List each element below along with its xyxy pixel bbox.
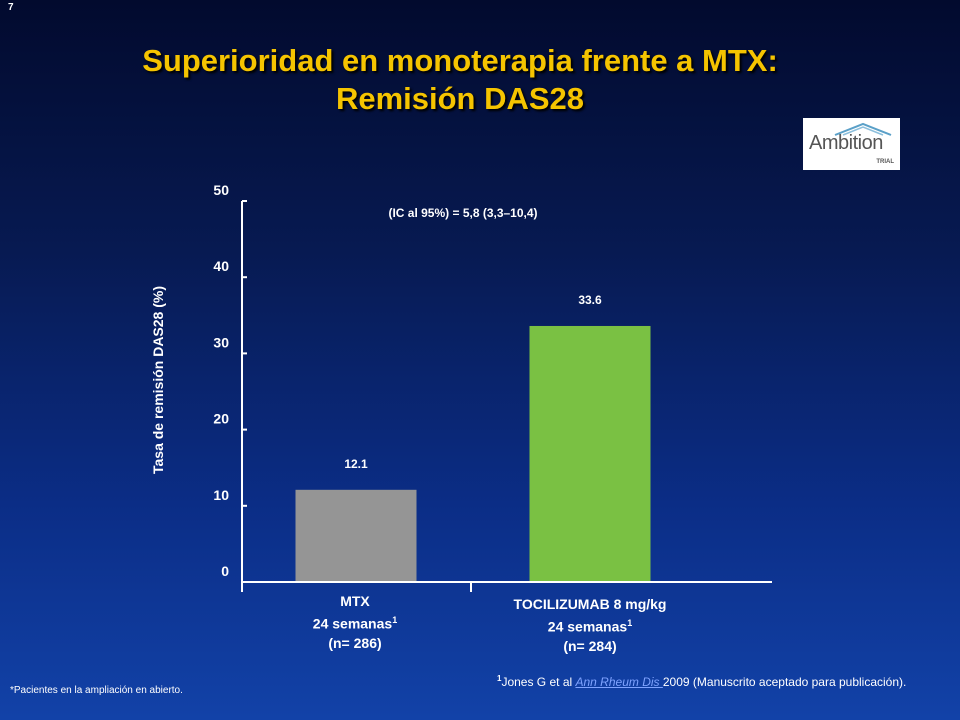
confidence-interval-annotation: (IC al 95%) = 5,8 (3,3–10,4): [388, 206, 537, 220]
category-label-mtx: MTX 24 semanas1 (n= 286): [255, 592, 455, 653]
bar-value-label-1: 33.6: [578, 293, 602, 307]
reference-sup: 1: [497, 674, 502, 683]
y-tick-label-30: 30: [213, 334, 229, 350]
ambition-trial-logo: Ambition TRIAL: [803, 118, 900, 170]
title-line-1: Superioridad en monoterapia frente a MTX…: [142, 43, 778, 78]
reference-suffix: 2009 (Manuscrito aceptado para publicaci…: [662, 675, 907, 689]
bar-value-label-0: 12.1: [344, 457, 368, 471]
bar-0: [295, 489, 417, 582]
slide-number: 7: [8, 2, 14, 13]
category-toc-line1: TOCILIZUMAB 8 mg/kg: [513, 596, 667, 612]
y-tick-label-10: 10: [213, 487, 229, 503]
category-mtx-line1: MTX: [340, 593, 370, 609]
reference-journal-link[interactable]: Ann Rheum Dis: [575, 675, 663, 689]
category-mtx-line3: (n= 286): [328, 634, 382, 651]
y-tick-label-0: 0: [221, 563, 229, 579]
y-tick-label-40: 40: [213, 258, 229, 274]
category-mtx-sup: 1: [392, 615, 398, 625]
y-tick-label-20: 20: [213, 411, 229, 427]
logo-sub: TRIAL: [876, 159, 894, 165]
slide-title: Superioridad en monoterapia frente a MTX…: [40, 42, 880, 118]
title-line-2: Remisión DAS28: [335, 81, 585, 116]
logo-word: Ambition: [809, 132, 883, 154]
category-toc-line3: (n= 284): [563, 637, 617, 654]
category-mtx-line2: 24 semanas: [312, 615, 393, 632]
y-axis-title: Tasa de remisión DAS28 (%): [150, 286, 166, 474]
category-toc-line2: 24 semanas: [547, 618, 628, 635]
bar-1: [529, 325, 651, 582]
logo-roof-icon: [834, 122, 892, 136]
reference-prefix: Jones G et al: [501, 675, 576, 689]
footnote-open-label: *Pacientes en la ampliación en abierto.: [10, 685, 183, 696]
category-label-tocilizumab: TOCILIZUMAB 8 mg/kg 24 semanas1 (n= 284): [480, 595, 700, 656]
y-tick-label-50: 50: [213, 182, 229, 198]
category-toc-sup: 1: [627, 618, 633, 628]
reference-footnote: 1Jones G et al Ann Rheum Dis 2009 (Manus…: [497, 674, 906, 689]
